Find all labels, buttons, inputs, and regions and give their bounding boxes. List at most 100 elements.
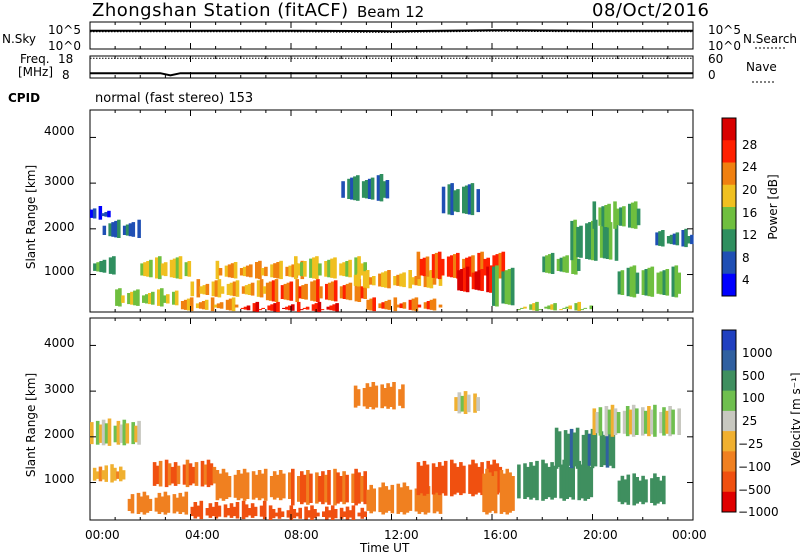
velocity-cell <box>163 491 168 515</box>
power-cell <box>354 280 359 302</box>
velocity-cell <box>362 388 367 407</box>
power-cell <box>102 259 107 273</box>
velocity-cell <box>443 460 448 496</box>
time-tick-2: 08:00 <box>284 528 319 542</box>
velocity-cell <box>92 467 97 481</box>
velocity-cell <box>566 433 571 466</box>
velocity-cell <box>569 428 574 469</box>
power-cell <box>320 309 325 311</box>
power-colorbar-frame <box>721 117 737 297</box>
power-cell <box>163 295 167 303</box>
velocity-cell <box>584 430 589 468</box>
power-cell <box>142 295 146 303</box>
power-cell <box>325 283 329 300</box>
power-cell <box>131 222 136 237</box>
velocity-cell <box>251 471 256 500</box>
velocity-cell <box>402 482 407 515</box>
power-cell <box>186 298 191 311</box>
velocity-cell <box>471 459 475 497</box>
velocity-cell <box>206 459 211 488</box>
velocity-cell <box>182 464 187 485</box>
power-cell <box>399 303 404 309</box>
power-cell <box>220 286 225 294</box>
velocity-cell <box>218 473 223 499</box>
velocity-cell <box>122 419 127 446</box>
power-cell <box>690 234 694 245</box>
velocity-cell <box>170 466 175 484</box>
power-cell <box>274 279 279 302</box>
power-ytick-1000: 1000 <box>44 264 75 278</box>
power-cell <box>565 306 569 309</box>
power-cell <box>594 219 598 261</box>
power-cell <box>262 286 267 294</box>
power-cell <box>102 225 107 235</box>
power-cell <box>613 201 617 229</box>
time-tick-6: 00:00 <box>672 528 707 542</box>
nsearch-line <box>90 30 693 33</box>
power-cell <box>644 269 649 296</box>
power-cell <box>630 202 635 229</box>
velocity-cell <box>268 505 273 520</box>
velocity-cell <box>289 505 294 520</box>
power-cell <box>626 267 631 297</box>
power-colorbar-swatch <box>722 207 736 230</box>
power-cell <box>367 178 372 199</box>
power-cell <box>437 251 442 280</box>
velocity-cell <box>345 474 349 503</box>
power-cell <box>450 255 454 278</box>
power-cell <box>252 303 257 312</box>
power-cell <box>450 183 454 216</box>
power-cell <box>233 262 238 279</box>
velocity-cell <box>116 420 121 445</box>
velocity-cell <box>383 388 387 407</box>
velocity-cell <box>113 467 117 481</box>
nsearch-label: N.Search <box>743 32 798 46</box>
velocity-cell <box>453 463 457 495</box>
velocity-cell <box>631 404 636 437</box>
power-cell <box>172 258 177 278</box>
velocity-colorbar-swatch <box>722 410 736 432</box>
power-cell <box>317 301 322 312</box>
velocity-cell <box>590 428 595 469</box>
velocity-cell <box>278 470 283 501</box>
power-cell <box>385 180 390 199</box>
velocity-cell <box>190 506 195 517</box>
velocity-cell <box>247 508 252 516</box>
power-cell <box>174 290 179 306</box>
velocity-cell <box>526 466 530 498</box>
power-cell <box>304 283 308 300</box>
velocity-cell <box>454 397 458 411</box>
power-cell <box>300 262 304 277</box>
velocity-cell <box>307 510 311 518</box>
power-cell <box>160 263 165 276</box>
power-cell <box>507 269 512 305</box>
velocity-cell <box>131 422 135 445</box>
power-cell <box>687 236 691 244</box>
velocity-cell <box>599 431 604 467</box>
power-cell <box>101 213 105 217</box>
power-cell <box>523 306 527 309</box>
velocity-cell <box>476 397 480 411</box>
power-cell <box>250 282 255 296</box>
velocity-cell <box>432 484 437 514</box>
power-cell <box>414 297 419 312</box>
power-cell <box>665 269 670 296</box>
power-cell <box>285 266 289 277</box>
velocity-cell <box>435 488 440 512</box>
power-cell <box>579 225 583 258</box>
power-cell <box>363 262 367 277</box>
power-cell <box>303 261 307 277</box>
power-cell <box>229 282 234 296</box>
power-cell <box>573 219 577 261</box>
power-cell <box>133 290 137 306</box>
power-cell <box>476 189 480 213</box>
velocity-cell <box>259 505 264 517</box>
velocity-cell <box>176 465 181 485</box>
power-cell <box>157 289 161 306</box>
power-cell <box>382 181 387 198</box>
velocity-cell <box>309 473 313 503</box>
nsearch-tick-low: 10^0 <box>708 39 741 53</box>
power-cell <box>305 306 310 310</box>
velocity-cell <box>662 407 666 436</box>
power-cell <box>326 306 331 310</box>
